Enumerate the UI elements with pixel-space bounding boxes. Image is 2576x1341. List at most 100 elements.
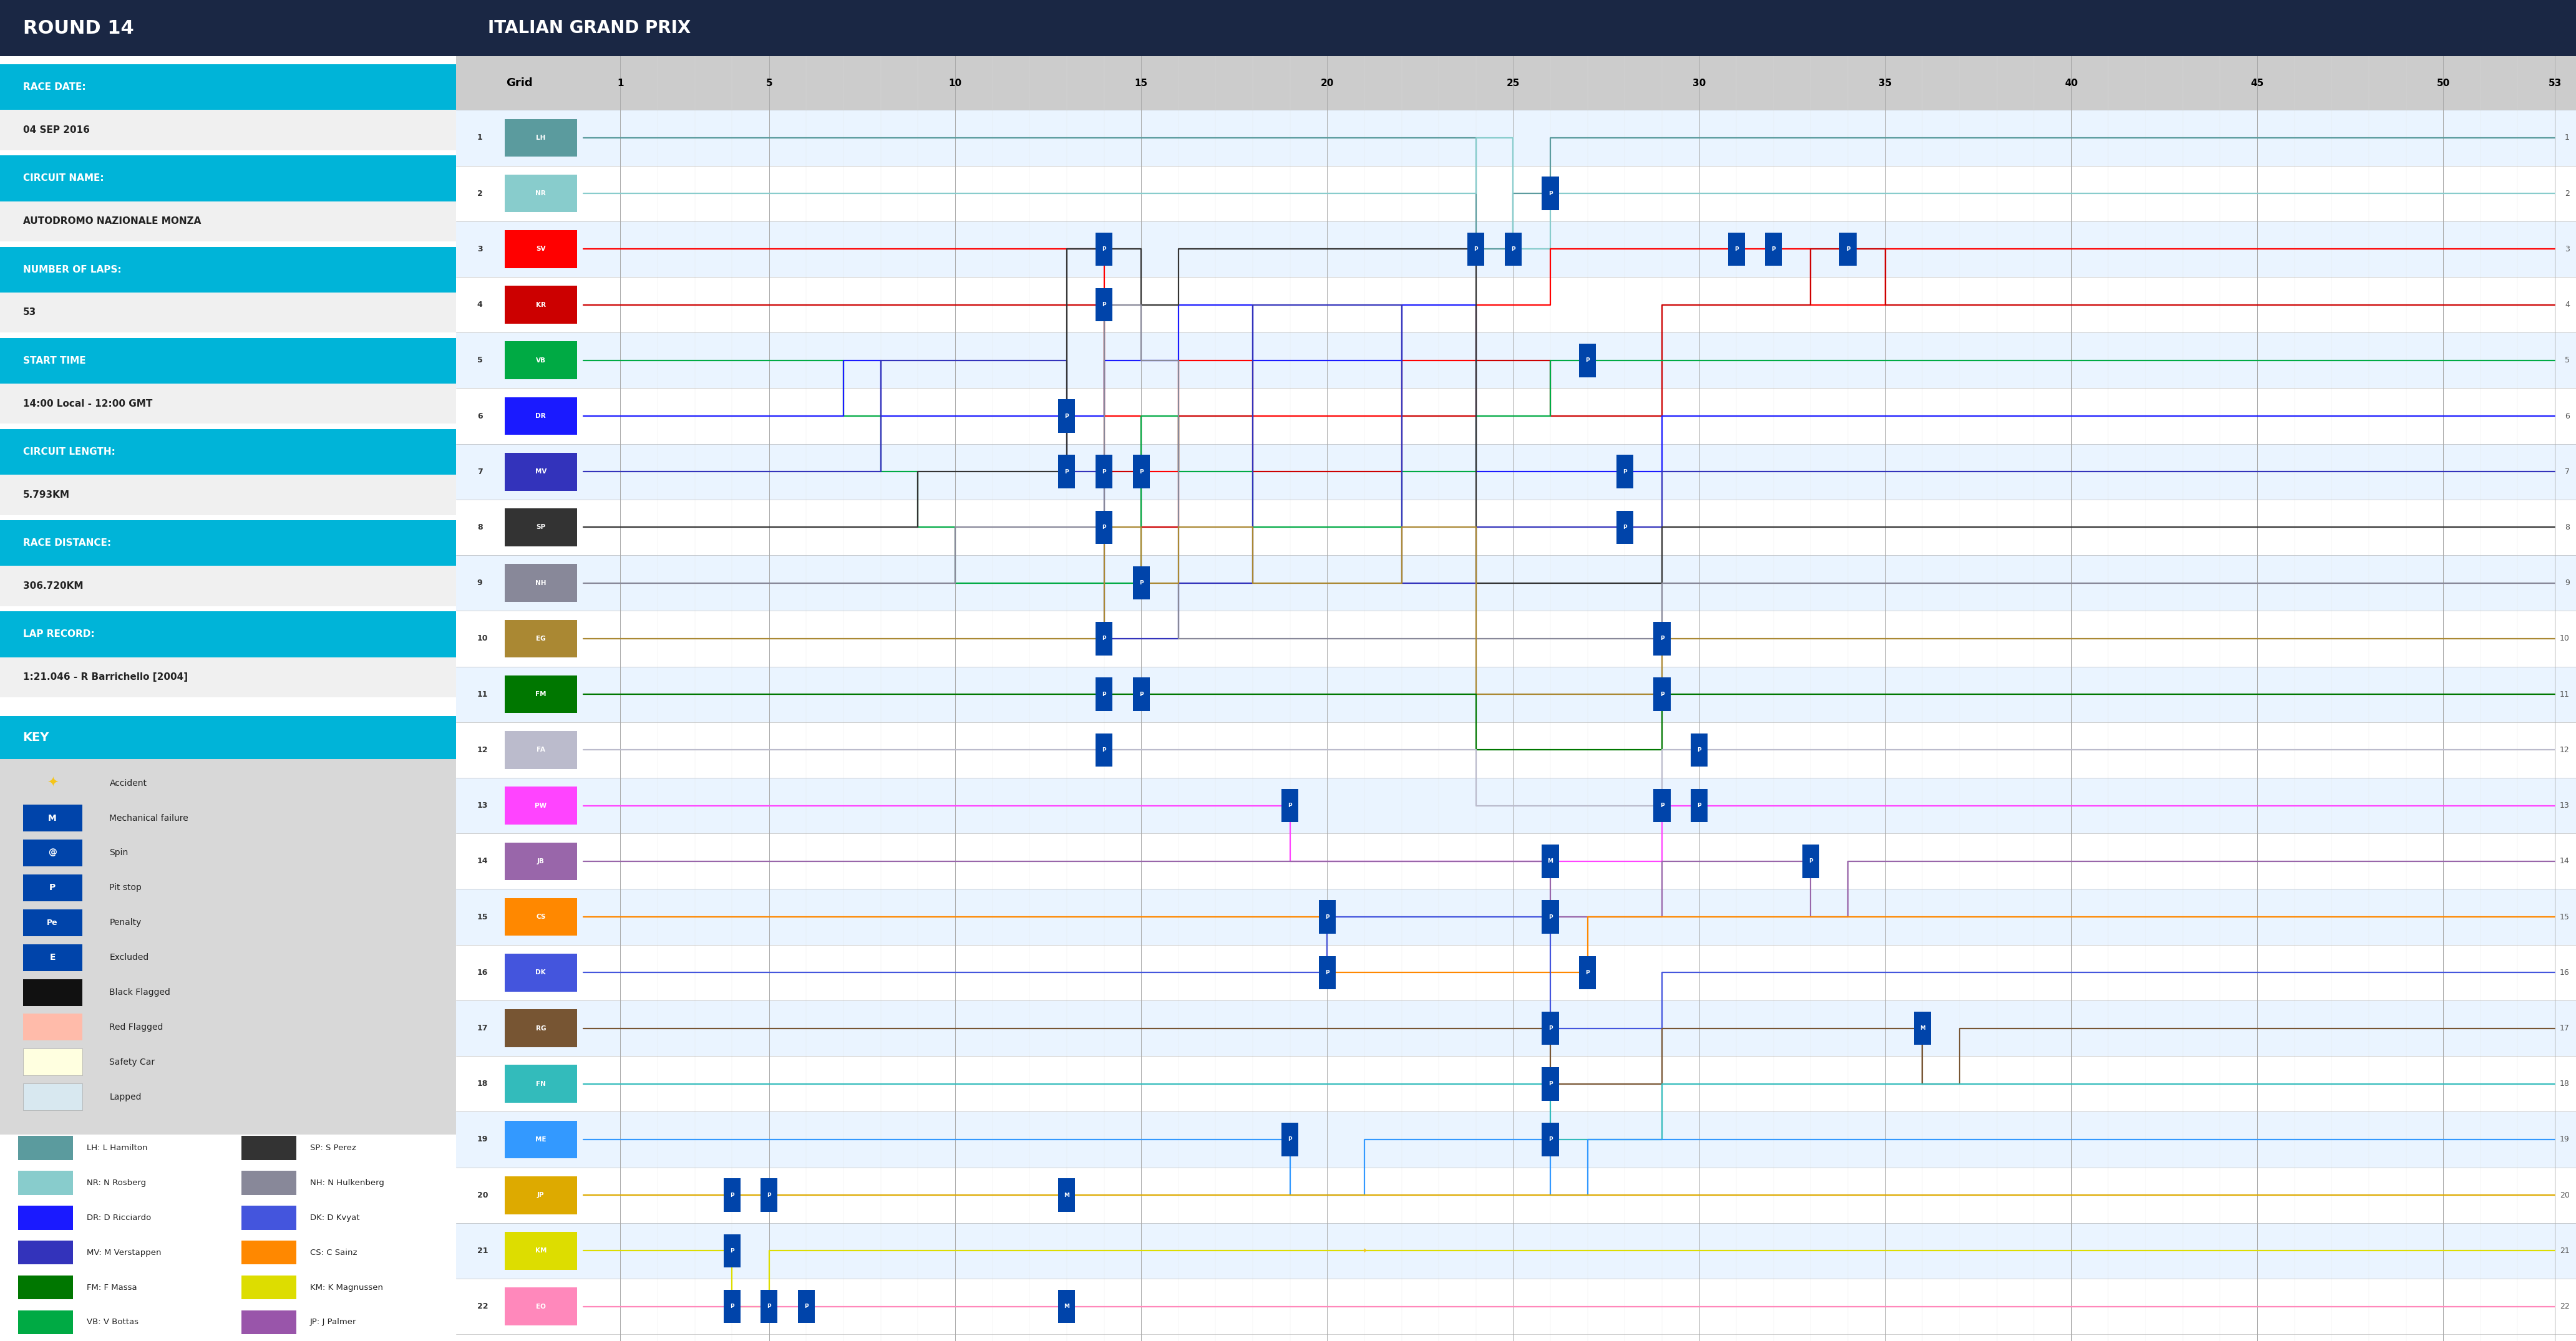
Bar xyxy=(1133,677,1149,711)
Bar xyxy=(505,565,577,602)
Text: 2: 2 xyxy=(2566,189,2571,197)
Bar xyxy=(1728,232,1744,266)
Text: 17: 17 xyxy=(2561,1025,2571,1033)
Text: KEY: KEY xyxy=(23,732,49,743)
Bar xyxy=(456,389,2576,444)
Text: 8: 8 xyxy=(477,523,482,531)
Text: Pit stop: Pit stop xyxy=(108,884,142,892)
Bar xyxy=(1579,343,1597,377)
Bar xyxy=(1468,232,1484,266)
Text: JP: J Palmer: JP: J Palmer xyxy=(309,1318,355,1326)
Bar xyxy=(456,333,2576,389)
Bar xyxy=(0,292,456,333)
Bar xyxy=(23,874,82,901)
Bar xyxy=(242,1240,296,1265)
Text: P: P xyxy=(1772,247,1775,252)
Text: 9: 9 xyxy=(477,579,482,587)
Text: 5: 5 xyxy=(477,357,482,365)
Bar xyxy=(1133,566,1149,599)
Text: FA: FA xyxy=(536,747,546,754)
Text: NUMBER OF LAPS:: NUMBER OF LAPS: xyxy=(23,266,121,274)
Text: 20: 20 xyxy=(1321,79,1334,87)
Text: P: P xyxy=(1548,190,1553,196)
Bar xyxy=(1095,288,1113,322)
Text: 13: 13 xyxy=(477,802,487,810)
Bar xyxy=(0,247,456,292)
Bar xyxy=(0,429,456,475)
Text: ITALIAN GRAND PRIX: ITALIAN GRAND PRIX xyxy=(487,19,690,38)
Text: JP: JP xyxy=(538,1192,544,1199)
Bar xyxy=(456,221,2576,278)
Bar xyxy=(23,944,82,971)
Text: P: P xyxy=(1103,469,1105,475)
Bar xyxy=(18,1310,72,1334)
Text: DR: D Ricciardo: DR: D Ricciardo xyxy=(88,1214,152,1222)
Text: 22: 22 xyxy=(477,1302,487,1310)
Text: 19: 19 xyxy=(2561,1136,2571,1144)
Text: P: P xyxy=(1324,915,1329,920)
Bar xyxy=(1914,1011,1932,1045)
Bar xyxy=(505,953,577,991)
Bar xyxy=(456,165,2576,221)
Bar xyxy=(456,0,2576,56)
Bar xyxy=(456,666,2576,721)
Text: 4: 4 xyxy=(477,300,482,308)
Text: DK: D Kvyat: DK: D Kvyat xyxy=(309,1214,361,1222)
Bar xyxy=(0,156,456,201)
Bar xyxy=(505,1065,577,1102)
Text: P: P xyxy=(1288,803,1293,809)
Bar xyxy=(456,1000,2576,1057)
Bar xyxy=(505,1121,577,1159)
Text: SP: SP xyxy=(536,524,546,531)
Text: 5: 5 xyxy=(765,79,773,87)
Bar xyxy=(456,444,2576,500)
Text: ROUND 14: ROUND 14 xyxy=(23,19,134,38)
Bar xyxy=(0,759,456,1134)
Text: Lapped: Lapped xyxy=(108,1093,142,1101)
Bar xyxy=(456,721,2576,778)
Text: KM: K Magnussen: KM: K Magnussen xyxy=(309,1283,384,1291)
Text: 6: 6 xyxy=(477,412,482,420)
Text: 15: 15 xyxy=(2561,913,2571,921)
Bar xyxy=(456,944,2576,1000)
Text: P: P xyxy=(729,1303,734,1309)
Text: LH: LH xyxy=(536,134,546,141)
Text: 4: 4 xyxy=(2566,300,2571,308)
Bar xyxy=(0,64,456,110)
Bar xyxy=(1543,1011,1558,1045)
Text: P: P xyxy=(1698,747,1700,752)
Text: 5.793KM: 5.793KM xyxy=(23,491,70,499)
Bar xyxy=(23,909,82,936)
Text: NR: N Rosberg: NR: N Rosberg xyxy=(88,1179,147,1187)
Text: 50: 50 xyxy=(2437,79,2450,87)
Text: KR: KR xyxy=(536,302,546,308)
Bar xyxy=(1839,232,1857,266)
Text: Spin: Spin xyxy=(108,849,129,857)
Text: P: P xyxy=(1473,247,1479,252)
Bar xyxy=(456,1057,2576,1112)
Bar xyxy=(456,889,2576,944)
Bar xyxy=(0,110,456,150)
Bar xyxy=(23,979,82,1006)
Text: P: P xyxy=(1659,803,1664,809)
Bar xyxy=(505,342,577,380)
Text: 21: 21 xyxy=(2561,1247,2571,1255)
Text: 5: 5 xyxy=(2566,357,2571,365)
Bar xyxy=(1543,1067,1558,1101)
Bar xyxy=(18,1206,72,1230)
Text: NR: NR xyxy=(536,190,546,197)
Bar xyxy=(23,1014,82,1041)
Text: P: P xyxy=(1698,803,1700,809)
Text: P: P xyxy=(1139,692,1144,697)
Text: MV: MV xyxy=(536,468,546,475)
Bar xyxy=(1059,1290,1074,1324)
Text: 40: 40 xyxy=(2063,79,2079,87)
Bar xyxy=(456,278,2576,333)
Bar xyxy=(760,1179,778,1212)
Text: P: P xyxy=(1623,524,1628,530)
Text: LH: L Hamilton: LH: L Hamilton xyxy=(88,1144,147,1152)
Text: RACE DATE:: RACE DATE: xyxy=(23,83,85,91)
Bar xyxy=(505,286,577,323)
Text: 12: 12 xyxy=(477,746,487,754)
Bar xyxy=(505,1232,577,1270)
